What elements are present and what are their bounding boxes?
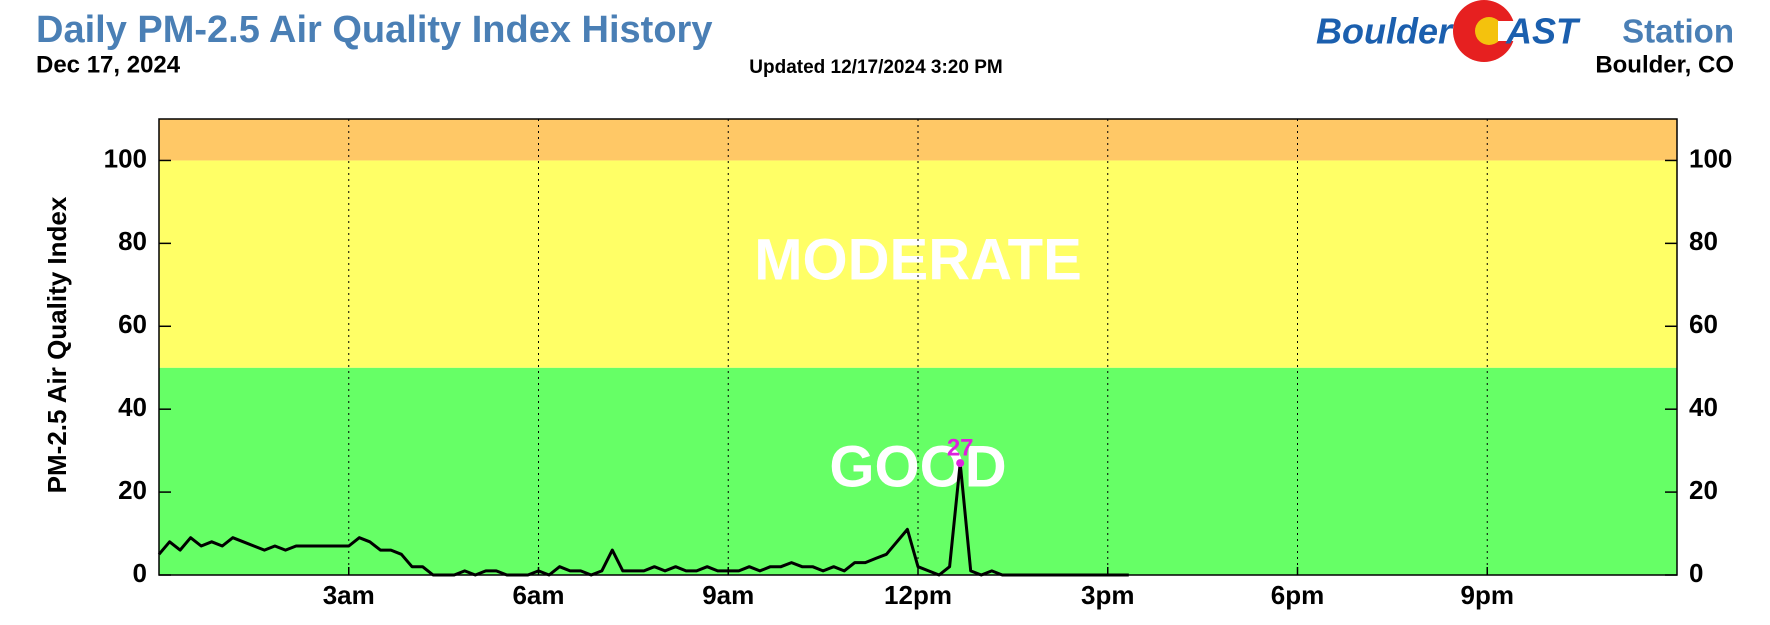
x-tick-label: 12pm [884, 580, 952, 610]
y-tick-label: 60 [118, 309, 147, 339]
y-tick-label: 100 [104, 143, 147, 173]
peak-label: 27 [947, 434, 974, 461]
logo-text: AST [1505, 11, 1581, 52]
peak-marker [956, 459, 965, 468]
y-axis-label: PM-2.5 Air Quality Index [42, 196, 72, 493]
y-tick-label: 100 [1689, 143, 1732, 173]
x-tick-label: 9am [702, 580, 754, 610]
aqi-line [157, 461, 1129, 577]
y-tick-label: 40 [1689, 392, 1718, 422]
y-tick-label: 0 [133, 558, 147, 588]
station-location: Boulder, CO [1595, 51, 1734, 78]
y-tick-label: 80 [1689, 226, 1718, 256]
y-tick-label: 20 [1689, 475, 1718, 505]
station-label: Station [1622, 13, 1734, 50]
y-tick-label: 0 [1689, 558, 1703, 588]
chart-date: Dec 17, 2024 [36, 51, 181, 78]
updated-time: Updated 12/17/2024 3:20 PM [749, 57, 1002, 78]
x-tick-label: 3pm [1081, 580, 1134, 610]
plot-frame [158, 118, 1678, 576]
y-tick-label: 60 [1689, 309, 1718, 339]
logo-icon [1453, 0, 1518, 62]
y-tick-label: 80 [118, 226, 147, 256]
y-tick-label: 40 [118, 392, 147, 422]
chart-title: Daily PM-2.5 Air Quality Index History [36, 9, 712, 51]
y-tick-label: 20 [118, 475, 147, 505]
x-tick-label: 3am [323, 580, 375, 610]
logo-text: Boulder [1316, 11, 1454, 52]
x-tick-label: 6pm [1271, 580, 1324, 610]
x-tick-label: 6am [512, 580, 564, 610]
x-tick-label: 9pm [1461, 580, 1514, 610]
